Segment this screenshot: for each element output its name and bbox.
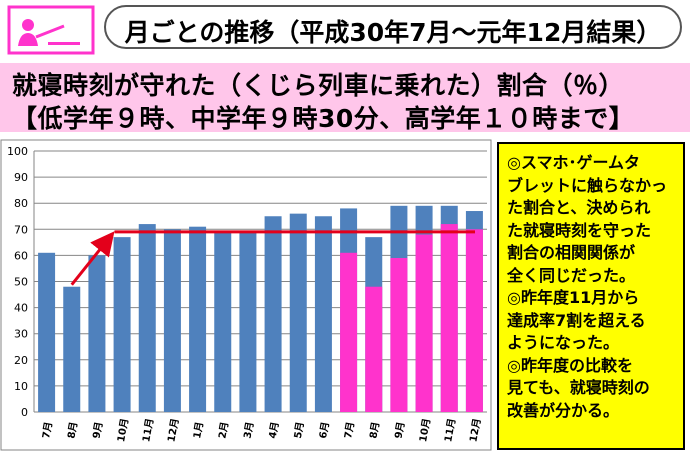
note-line: 改善が分かる。 <box>507 400 620 420</box>
x-tick-label: 3月 <box>242 421 257 440</box>
y-tick-label: 80 <box>14 197 28 210</box>
y-tick-label: 30 <box>14 328 28 341</box>
x-tick-label: 11月 <box>140 417 156 443</box>
bar-comparison <box>390 258 408 412</box>
note-line: ようになった。 <box>507 333 620 352</box>
bar <box>163 229 181 412</box>
y-tick-label: 100 <box>7 145 28 158</box>
bar <box>113 237 131 412</box>
note-line: ブレットに触らなかっ <box>507 175 668 195</box>
bar-comparison <box>440 224 458 412</box>
trend-arrow <box>70 231 115 286</box>
bar-comparison <box>340 252 358 412</box>
x-tick-label: 9月 <box>91 421 106 440</box>
note-line: た割合と、決められ <box>507 198 651 217</box>
note-line: ◎昨年度の比較を <box>507 355 633 375</box>
x-tick-label: 12月 <box>165 417 181 443</box>
bar-comparison <box>465 229 483 412</box>
note-line: 見ても、就寝時刻の <box>507 378 650 397</box>
bar-chart: 0 10 20 30 40 50 60 70 80 90 100 7月 8月 9月 10月 11月 12月 1月… <box>0 139 492 451</box>
x-tick-label: 4月 <box>267 421 282 440</box>
x-tick-label: 11月 <box>442 417 458 443</box>
bar <box>264 216 282 412</box>
y-tick-label: 60 <box>14 249 28 262</box>
x-tick-label: 12月 <box>467 417 483 443</box>
y-tick-label: 70 <box>14 223 28 236</box>
x-tick-label: 5月 <box>292 421 307 440</box>
note-line: た就寝時刻を守った <box>507 220 652 240</box>
x-tick-label: 8月 <box>367 421 382 440</box>
note-box: ◎スマホ･ゲームタ ブレットに触らなかっ た割合と、決められ た就寝時刻を守った… <box>497 142 685 450</box>
note-line: 全く同じだった。 <box>507 265 636 285</box>
bar <box>38 252 56 412</box>
bar <box>63 286 81 412</box>
heading-band <box>0 63 690 132</box>
note-line: ◎スマホ･ゲームタ <box>507 153 641 172</box>
presentation-icon <box>7 5 95 55</box>
bar-comparison <box>365 286 383 412</box>
y-tick-label: 40 <box>14 302 28 315</box>
x-tick-label: 8月 <box>65 421 80 440</box>
x-tick-label: 10月 <box>417 417 433 443</box>
y-tick-label: 50 <box>14 276 28 289</box>
title-banner: 月ごとの推移（平成30年7月〜元年12月結果） <box>104 5 682 49</box>
x-tick-label: 7月 <box>342 421 357 440</box>
bar <box>189 226 207 412</box>
x-tick-label: 2月 <box>216 421 231 440</box>
bar <box>314 216 332 412</box>
bar <box>88 255 106 412</box>
bar <box>138 224 156 412</box>
bar <box>239 231 257 412</box>
note-line: 割合の相関関係が <box>507 243 636 262</box>
x-tick-label: 10月 <box>115 417 131 443</box>
heading-line-1: 就寝時刻が守れた（くじら列車に乗れた）割合（％） <box>12 71 625 100</box>
bar <box>289 213 307 412</box>
y-tick-label: 90 <box>14 171 28 184</box>
note-line: ◎昨年度11月から <box>507 288 640 307</box>
y-tick-label: 20 <box>14 354 28 367</box>
note-line: 達成率7割を超える <box>507 310 646 330</box>
x-tick-label: 7月 <box>40 421 55 440</box>
bar <box>214 231 232 412</box>
y-tick-label: 0 <box>21 406 28 419</box>
bar-comparison <box>415 234 433 412</box>
y-tick-label: 10 <box>14 380 28 393</box>
x-tick-label: 6月 <box>317 421 332 440</box>
banner-title: 月ごとの推移（平成30年7月〜元年12月結果） <box>124 18 662 47</box>
x-tick-label: 1月 <box>191 421 206 440</box>
x-tick-label: 9月 <box>393 421 408 440</box>
heading-line-2: 【低学年９時、中学年９時30分、高学年１０時まで】 <box>12 104 635 133</box>
